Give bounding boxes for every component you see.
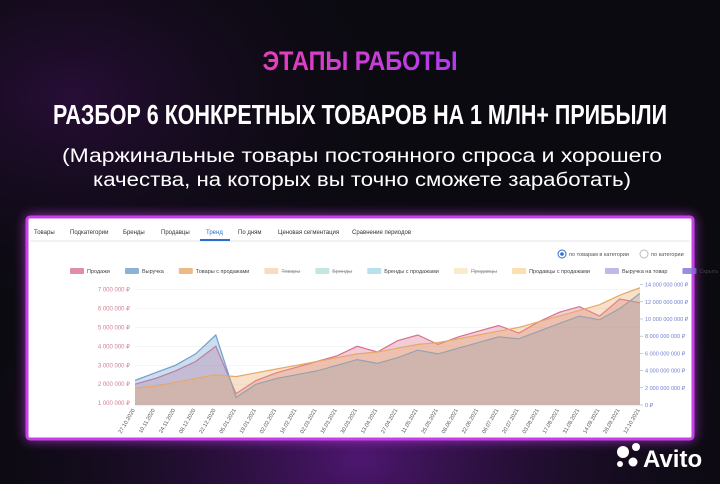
- legend-swatch: [124, 268, 139, 274]
- y2-tick-label: 12 000 000 000 ₽: [645, 299, 689, 306]
- subtitle: качества, на которых вы точно сможете за…: [93, 170, 631, 191]
- radio-dot: [560, 252, 564, 256]
- y-tick-label: 7 000 000 ₽: [98, 287, 130, 294]
- tab[interactable]: Тренд: [206, 230, 223, 236]
- legend-swatch: [682, 268, 697, 274]
- tab[interactable]: Сравнение периодов: [352, 230, 411, 236]
- y2-tick-label: 14 000 000 000 ₽: [645, 282, 689, 289]
- kicker: ЭТАПЫ РАБОТЫ: [263, 46, 458, 76]
- y2-tick-label: 4 000 000 000 ₽: [645, 368, 686, 375]
- y2-tick-label: 8 000 000 000 ₽: [645, 333, 686, 340]
- legend-swatch: [512, 268, 527, 274]
- legend-swatch: [264, 268, 279, 274]
- option-label[interactable]: по категории: [651, 252, 684, 258]
- logo: Avito: [617, 443, 702, 473]
- radio: [639, 249, 649, 259]
- legend-label[interactable]: Выручка: [142, 269, 165, 275]
- logo-text: Avito: [643, 446, 702, 473]
- legend-label[interactable]: Бренды: [332, 269, 352, 275]
- legend-label[interactable]: Продавцы с продажами: [529, 269, 590, 275]
- legend-swatch: [178, 268, 193, 274]
- y-tick-label: 2 000 000 ₽: [98, 381, 130, 388]
- legend-label[interactable]: Товары: [281, 269, 300, 275]
- y2-tick-label: 6 000 000 000 ₽: [645, 350, 686, 357]
- area-fill: [135, 287, 640, 405]
- area-fill: [135, 293, 640, 405]
- y-tick-label: 6 000 000 ₽: [98, 305, 130, 312]
- area-line: [135, 292, 640, 399]
- screenshot-frame: [25, 215, 695, 441]
- legend-label[interactable]: Товары с продажами: [196, 269, 250, 275]
- tab[interactable]: Продавцы: [161, 230, 190, 236]
- legend-label[interactable]: Продажи: [87, 269, 110, 275]
- y-tick-label: 4 000 000 ₽: [98, 343, 130, 350]
- legend-label[interactable]: Выручка на товар: [622, 269, 667, 275]
- option-label[interactable]: по товарам в категории: [569, 252, 629, 258]
- y-tick-label: 5 000 000 ₽: [98, 324, 130, 331]
- active-tab-underline: [200, 239, 230, 241]
- tab[interactable]: Товары: [34, 230, 55, 236]
- subtitle: (Маржинальные товары постоянного спроса …: [62, 146, 662, 167]
- logo-dot: [632, 443, 640, 451]
- legend-swatch: [70, 268, 84, 274]
- logo-dot: [628, 457, 638, 467]
- legend-label[interactable]: Скрыть все: [699, 269, 720, 275]
- title: РАЗБОР 6 КОНКРЕТНЫХ ТОВАРОВ НА 1 МЛН+ ПР…: [53, 99, 667, 130]
- legend-label[interactable]: Продавцы: [471, 269, 497, 275]
- logo-dot: [617, 446, 629, 458]
- area-line: [135, 298, 640, 395]
- logo-dot: [617, 461, 623, 467]
- legend-swatch: [604, 268, 619, 274]
- area-line: [135, 287, 640, 389]
- tab[interactable]: Ценовая сегментация: [278, 230, 339, 236]
- legend-label[interactable]: Бренды с продажами: [384, 269, 439, 275]
- y2-tick-label: 2 000 000 000 ₽: [645, 385, 686, 392]
- tab[interactable]: Подкатегории: [70, 230, 108, 236]
- tab[interactable]: По дням: [238, 230, 262, 236]
- legend-swatch: [367, 268, 382, 274]
- y2-tick-label: 0 ₽: [645, 402, 654, 409]
- y-tick-label: 1 000 000 ₽: [98, 400, 130, 407]
- legend-swatch: [453, 268, 468, 274]
- y2-tick-label: 10 000 000 000 ₽: [645, 316, 689, 323]
- y-tick-label: 3 000 000 ₽: [98, 362, 130, 369]
- legend-swatch: [315, 268, 330, 274]
- tab[interactable]: Бренды: [123, 230, 145, 236]
